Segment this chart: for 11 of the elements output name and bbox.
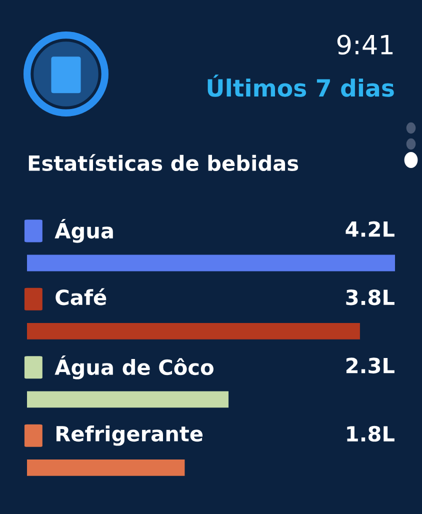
data-label: 3.8L xyxy=(346,289,394,306)
chart-subtitle: Últimos 7 dias xyxy=(208,74,394,97)
text: 9:41 xyxy=(337,34,393,55)
y-tick-label: Água xyxy=(54,219,113,243)
y-tick-label: Refrigerante xyxy=(56,425,203,446)
y-tick-label: Água de Côco xyxy=(54,356,214,380)
y-tick-label: Café xyxy=(56,288,106,306)
chart-title: Estatísticas de bebidas xyxy=(28,154,298,172)
data-label: 1.8L xyxy=(347,426,394,442)
data-label: 4.2L xyxy=(346,221,394,237)
data-label: 2.3L xyxy=(346,358,394,374)
